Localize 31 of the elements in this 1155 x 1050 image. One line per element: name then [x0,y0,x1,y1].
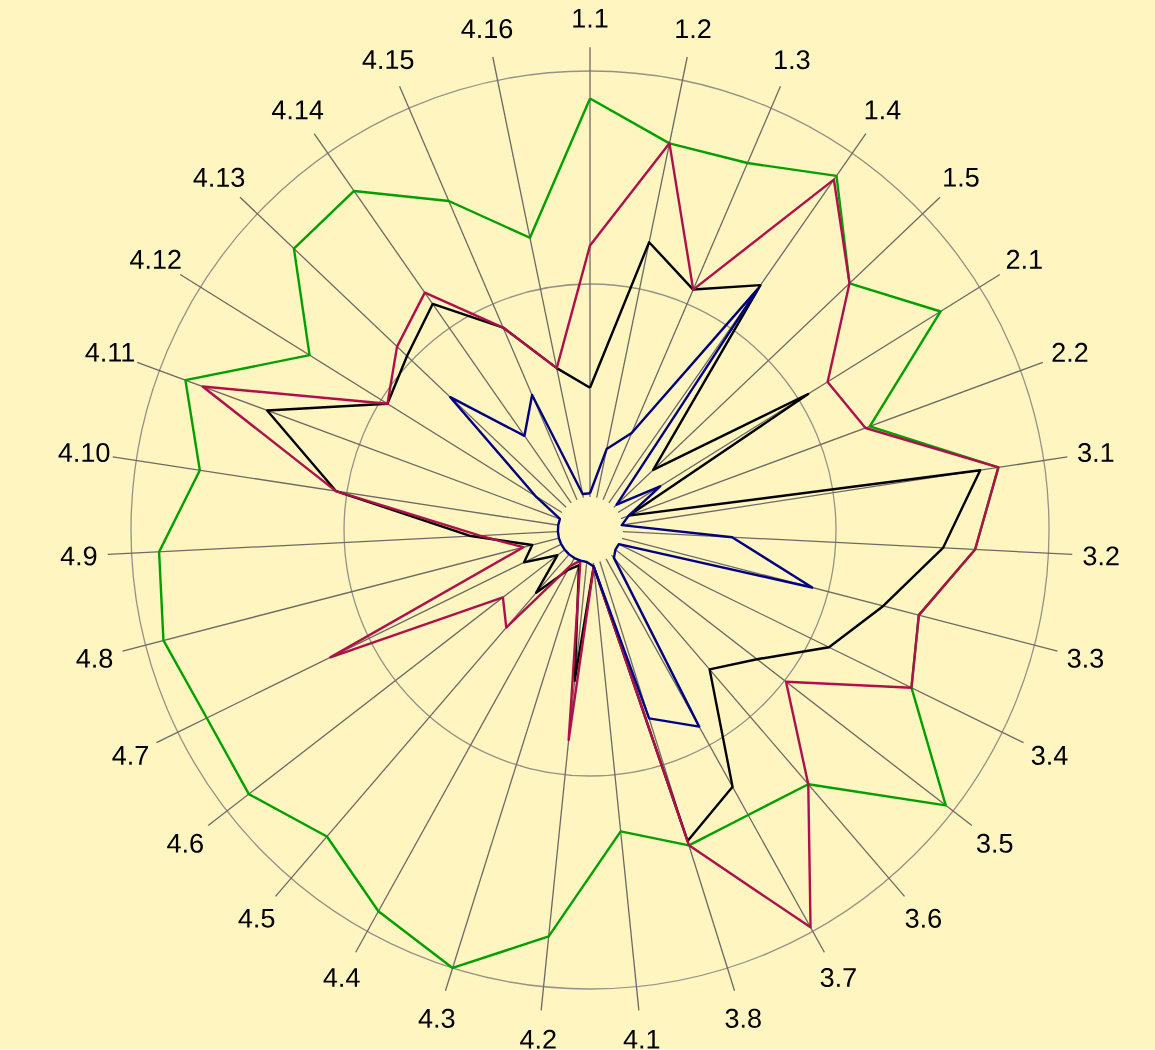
spoke-label: 3.8 [725,1008,761,1029]
spoke-label: 4.9 [60,546,97,566]
spoke-label: 3.4 [1031,746,1068,766]
spoke-label: 4.12 [130,250,181,269]
spoke-label: 4.3 [418,1008,455,1029]
spoke-label: 3.7 [820,968,856,988]
spoke-label: 4.11 [85,343,135,362]
spoke-label: 4.4 [323,968,360,987]
spoke-label: 4.8 [76,648,113,669]
spoke-label: 1.3 [775,50,810,70]
spoke-label: 2.2 [1052,343,1088,362]
spoke-label: 4.16 [461,19,513,39]
spoke-label: 1.4 [865,100,901,120]
spoke-label: 4.7 [112,746,148,765]
spoke-label: 3.2 [1083,546,1119,566]
spoke-label: 3.3 [1067,648,1104,669]
spoke-label: 4.6 [167,833,203,854]
spoke-label: 3.6 [905,908,941,929]
spoke-label: 4.15 [362,50,414,70]
spoke-label: 4.1 [623,1030,660,1049]
spoke-label: 4.2 [520,1029,556,1049]
spoke-label: 1.1 [573,9,608,28]
spoke-label: 1.2 [676,19,711,39]
spoke-label: 4.14 [271,100,324,120]
spoke-label: 3.5 [976,833,1013,854]
spoke-label: 4.10 [58,443,110,463]
spoke-label: 4.13 [193,168,245,188]
spoke-label: 3.1 [1078,443,1114,463]
spoke-label: 2.1 [1006,250,1042,269]
spoke-label: 1.5 [944,168,979,187]
spoke-label: 4.5 [238,909,275,928]
